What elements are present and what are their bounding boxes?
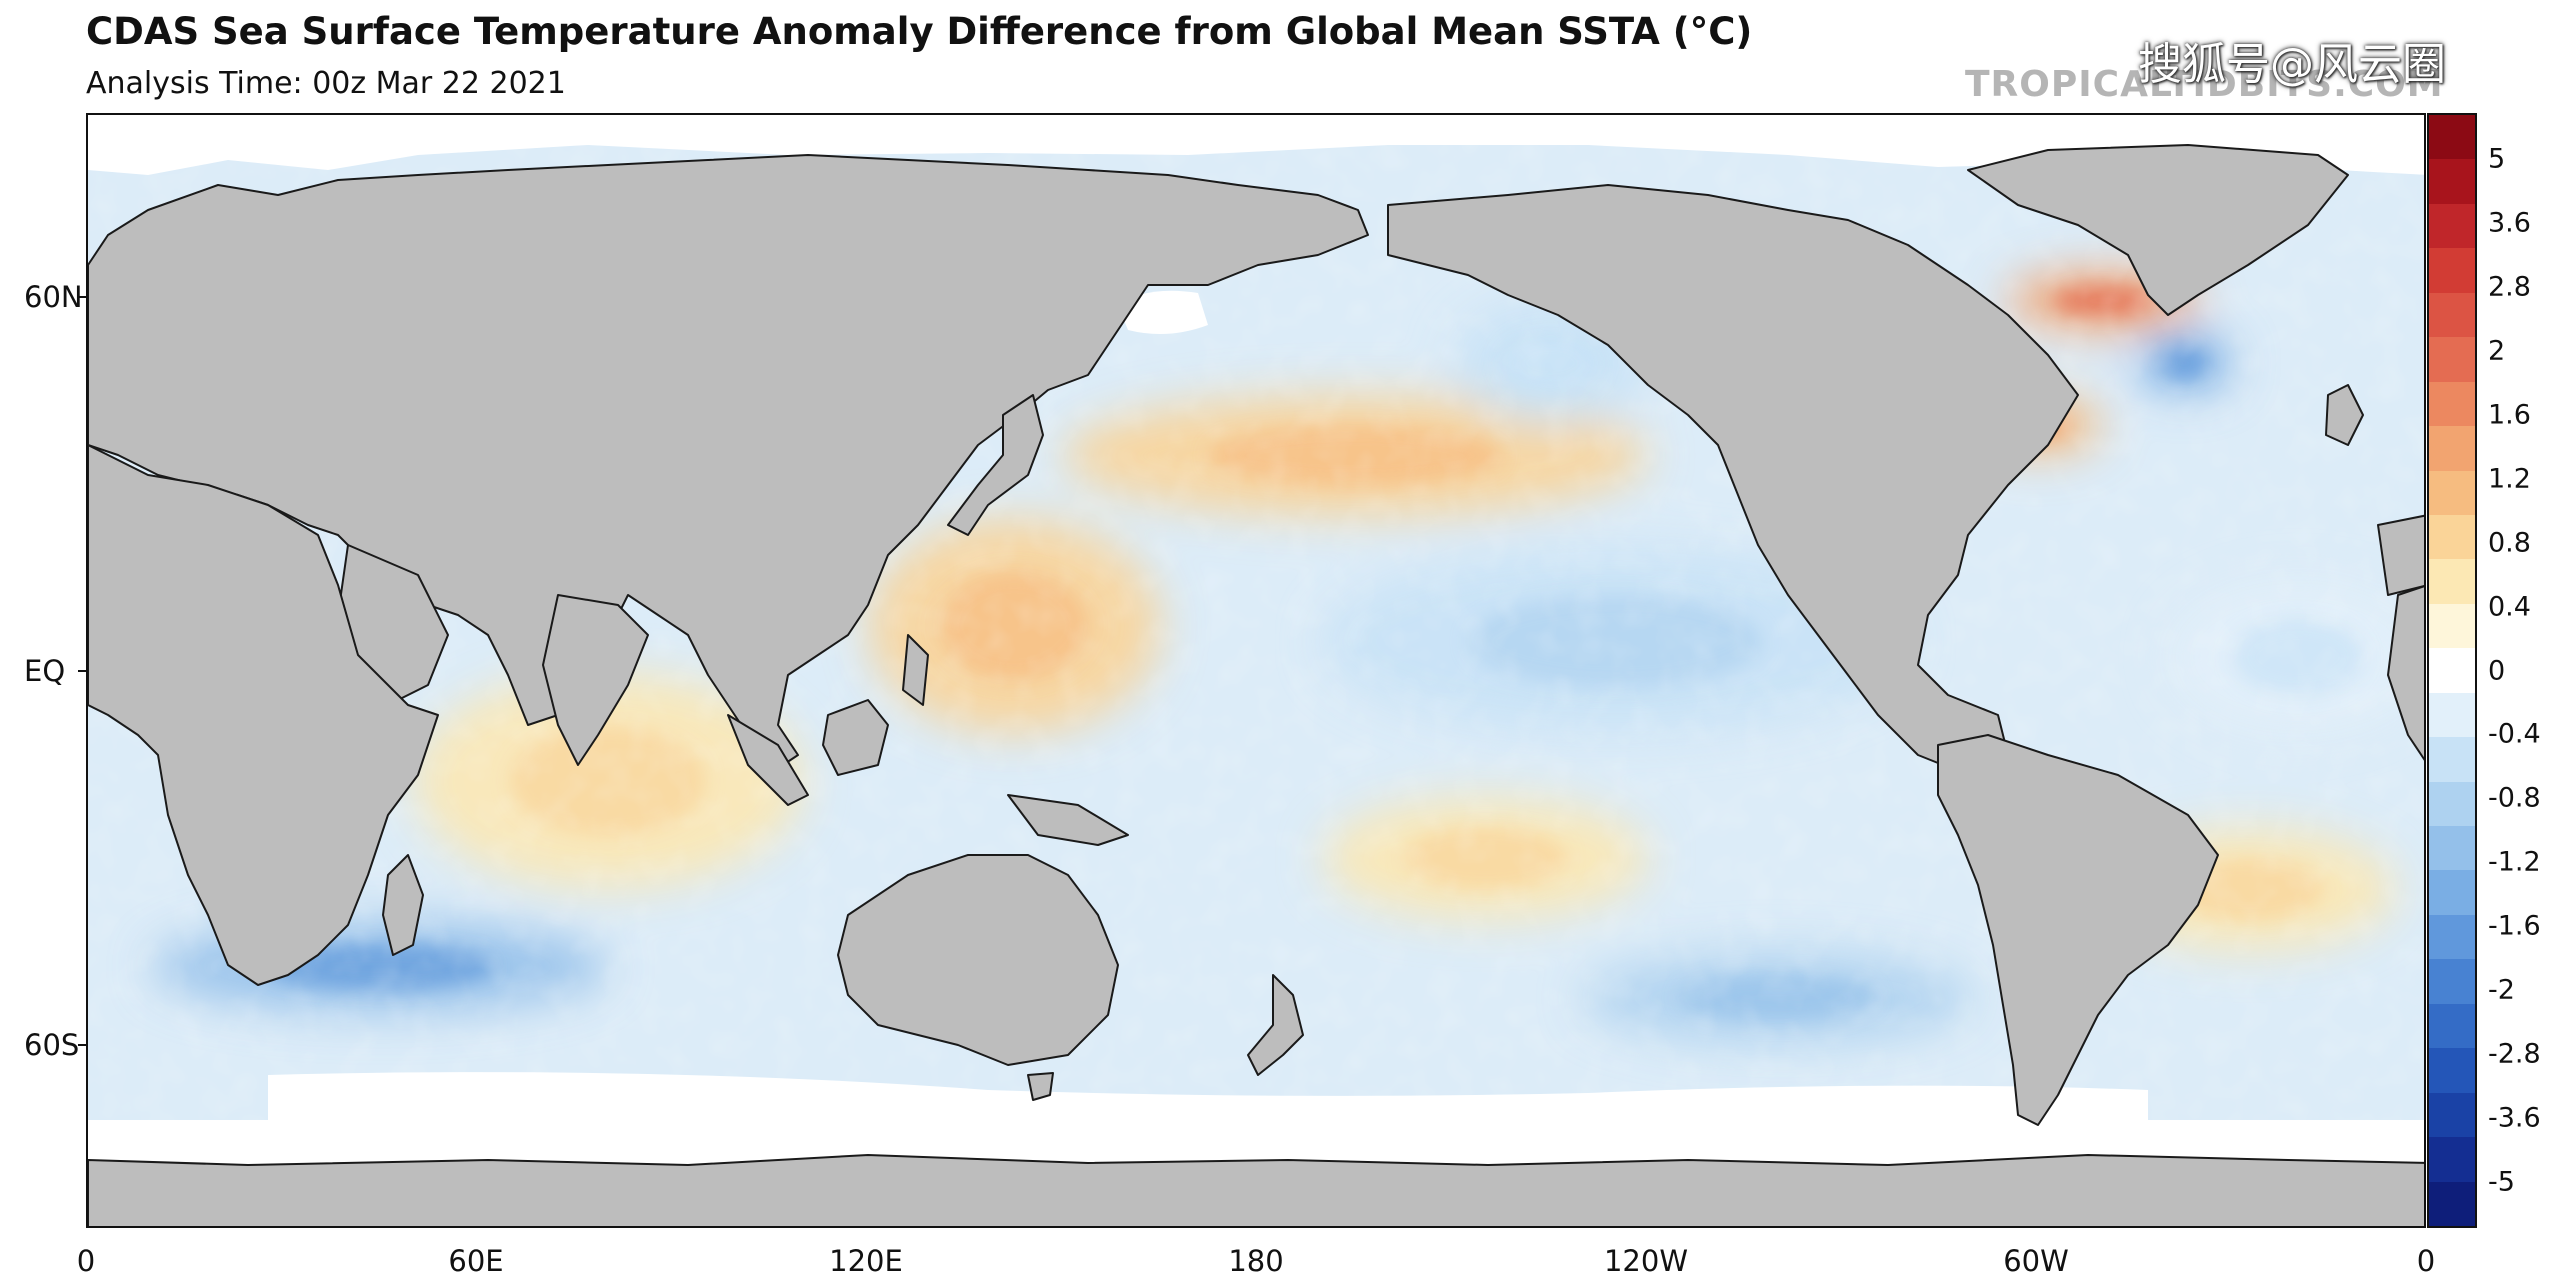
y-tick xyxy=(78,670,86,672)
land-uk xyxy=(2325,384,2364,446)
sst-anomaly-map xyxy=(88,115,2424,1226)
land-new-zealand xyxy=(1247,974,1304,1076)
colorbar-segment xyxy=(2429,870,2475,916)
land-madagascar xyxy=(382,854,424,956)
colorbar-segment xyxy=(2429,603,2475,650)
colorbar xyxy=(2427,113,2477,1228)
colorbar-segment xyxy=(2429,959,2475,1005)
land-west-africa-right xyxy=(2387,585,2424,761)
colorbar-segment xyxy=(2429,1048,2475,1094)
continents xyxy=(88,144,2424,1226)
colorbar-label: -0.8 xyxy=(2488,782,2541,814)
land-antarctica xyxy=(88,1154,2424,1226)
colorbar-label: 3.6 xyxy=(2488,207,2531,239)
colorbar-label: 2.8 xyxy=(2488,271,2531,303)
colorbar-label: 0 xyxy=(2488,655,2506,686)
colorbar-segment xyxy=(2429,559,2475,605)
colorbar-label: 0.8 xyxy=(2488,527,2531,559)
colorbar-segment xyxy=(2429,159,2475,205)
land-australia xyxy=(837,854,1119,1066)
colorbar-label: -2.8 xyxy=(2488,1038,2541,1070)
land-greenland xyxy=(1967,144,2349,316)
land-new-guinea xyxy=(1007,794,1129,846)
colorbar-label: -1.6 xyxy=(2488,910,2541,942)
colorbar-segment xyxy=(2429,248,2475,294)
land-india xyxy=(542,594,649,766)
colorbar-label: -1.2 xyxy=(2488,846,2541,878)
colorbar-label: -2 xyxy=(2488,974,2515,1006)
colorbar-segment xyxy=(2429,1181,2475,1226)
land-iberia xyxy=(2377,514,2424,596)
land-philippines xyxy=(902,634,929,706)
colorbar-segment xyxy=(2429,737,2475,783)
colorbar-segment xyxy=(2429,692,2475,739)
colorbar-label: 5 xyxy=(2488,143,2506,175)
source-credit: TROPICALTIDBITS.COM xyxy=(1965,64,2444,105)
x-label-0-end: 0 xyxy=(2416,1244,2436,1278)
x-label-120w: 120W xyxy=(1603,1244,1689,1278)
y-label-60s: 60S xyxy=(24,1028,80,1062)
colorbar-segment xyxy=(2429,648,2475,694)
colorbar-segment xyxy=(2429,426,2475,472)
y-label-eq: EQ xyxy=(24,654,66,688)
colorbar-segment xyxy=(2429,914,2475,961)
colorbar-label: -0.4 xyxy=(2488,718,2541,750)
colorbar-label: -5 xyxy=(2488,1166,2515,1198)
land-sumatra xyxy=(727,714,809,806)
y-tick xyxy=(78,1044,86,1046)
colorbar-segment xyxy=(2429,381,2475,428)
colorbar-segment xyxy=(2429,826,2475,872)
colorbar-segment xyxy=(2429,1003,2475,1050)
colorbar-segment xyxy=(2429,470,2475,516)
x-label-180: 180 xyxy=(1228,1244,1284,1278)
map-frame xyxy=(86,113,2426,1228)
colorbar-label: 0.4 xyxy=(2488,591,2531,623)
colorbar-segment xyxy=(2429,337,2475,383)
land-africa xyxy=(88,444,439,986)
watermark: 搜狐号@风云圈 xyxy=(2138,39,2446,90)
colorbar-segment xyxy=(2429,1092,2475,1139)
land-north-america xyxy=(1387,184,2079,776)
x-label-60e: 60E xyxy=(448,1244,504,1278)
colorbar-label: -3.6 xyxy=(2488,1102,2541,1134)
x-label-0: 0 xyxy=(76,1244,96,1278)
colorbar-segment xyxy=(2429,115,2475,161)
colorbar-segment xyxy=(2429,781,2475,828)
colorbar-label: 1.2 xyxy=(2488,463,2531,495)
land-south-america xyxy=(1937,734,2219,1126)
land-tasmania xyxy=(1027,1072,1054,1101)
y-label-60n: 60N xyxy=(24,280,83,314)
colorbar-segment xyxy=(2429,1137,2475,1183)
colorbar-segment xyxy=(2429,203,2475,250)
colorbar-label: 1.6 xyxy=(2488,399,2531,431)
analysis-time: Analysis Time: 00z Mar 22 2021 xyxy=(86,66,566,101)
colorbar-label: 2 xyxy=(2488,335,2506,367)
x-label-120e: 120E xyxy=(829,1244,903,1278)
land-borneo xyxy=(822,699,889,776)
y-tick xyxy=(78,296,86,298)
land-japan xyxy=(947,394,1044,536)
map-title: CDAS Sea Surface Temperature Anomaly Dif… xyxy=(86,10,1753,53)
x-label-60w: 60W xyxy=(2003,1244,2069,1278)
colorbar-segment xyxy=(2429,514,2475,561)
colorbar-segment xyxy=(2429,292,2475,339)
